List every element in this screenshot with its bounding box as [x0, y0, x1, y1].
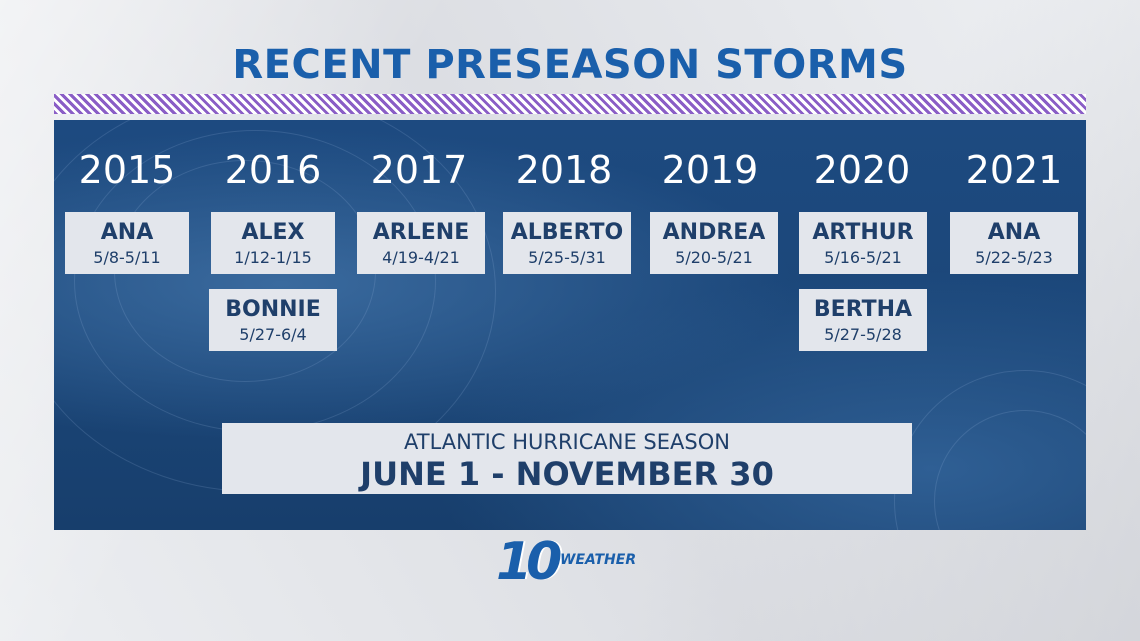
storm-dates: 5/27-6/4 — [239, 325, 307, 344]
storm-name: ANA — [100, 220, 154, 245]
storm-dates: 1/12-1/15 — [234, 248, 312, 267]
storm-card: ARLENE 4/19-4/21 — [357, 212, 485, 274]
storm-name: ANDREA — [662, 220, 766, 245]
logo-word: WEATHER — [560, 552, 637, 568]
storm-name: BERTHA — [813, 297, 913, 322]
storm-dates: 5/27-5/28 — [824, 325, 902, 344]
storm-dates: 5/20-5/21 — [675, 248, 753, 267]
year-2019: 2019 — [661, 148, 759, 192]
season-banner: ATLANTIC HURRICANE SEASON JUNE 1 - NOVEM… — [222, 423, 912, 494]
title-stripe — [54, 94, 1086, 114]
storm-card: ALBERTO 5/25-5/31 — [503, 212, 631, 274]
storm-card: ANDREA 5/20-5/21 — [650, 212, 778, 274]
storm-card: ANA 5/8-5/11 — [65, 212, 189, 274]
year-2021: 2021 — [965, 148, 1063, 192]
year-2015: 2015 — [78, 148, 176, 192]
storm-dates: 5/22-5/23 — [975, 248, 1053, 267]
storm-dates: 5/8-5/11 — [93, 248, 161, 267]
storm-card: ANA 5/22-5/23 — [950, 212, 1078, 274]
station-logo: 10 WEATHER — [496, 532, 646, 592]
logo-number: 10 — [496, 532, 562, 592]
year-2016: 2016 — [224, 148, 322, 192]
storm-name: ARLENE — [372, 220, 470, 245]
year-2020: 2020 — [813, 148, 911, 192]
storm-card: ARTHUR 5/16-5/21 — [799, 212, 927, 274]
storm-dates: 5/25-5/31 — [528, 248, 606, 267]
storm-card: BERTHA 5/27-5/28 — [799, 289, 927, 351]
season-dates: JUNE 1 - NOVEMBER 30 — [360, 455, 774, 493]
storm-name: ALBERTO — [510, 220, 624, 245]
storm-card: ALEX 1/12-1/15 — [211, 212, 335, 274]
storm-card: BONNIE 5/27-6/4 — [209, 289, 337, 351]
year-2018: 2018 — [515, 148, 613, 192]
page-title: RECENT PRESEASON STORMS — [232, 42, 908, 88]
storm-dates: 5/16-5/21 — [824, 248, 902, 267]
storm-name: BONNIE — [225, 297, 321, 322]
season-label: ATLANTIC HURRICANE SEASON — [404, 430, 730, 454]
storm-name: ANA — [987, 220, 1041, 245]
storm-name: ARTHUR — [812, 220, 914, 245]
storm-dates: 4/19-4/21 — [382, 248, 460, 267]
storm-name: ALEX — [241, 220, 305, 245]
year-2017: 2017 — [370, 148, 468, 192]
